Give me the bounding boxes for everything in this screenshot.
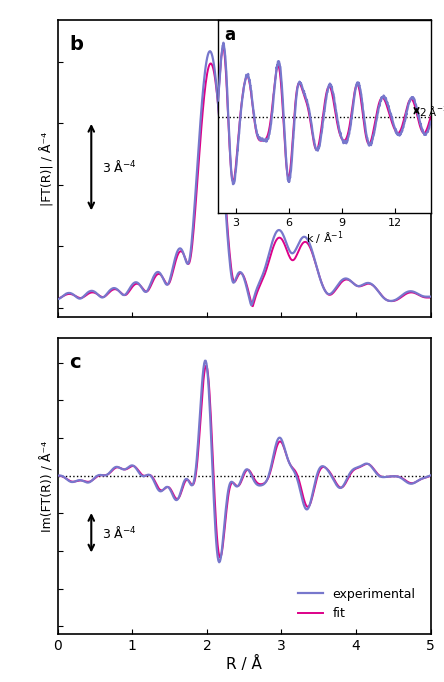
Y-axis label: Im(FT(R)) / Å⁻⁴: Im(FT(R)) / Å⁻⁴ [41,441,55,531]
Text: b: b [69,35,83,55]
Legend: experimental, fit: experimental, fit [293,583,421,625]
Text: 3 Å$^{-4}$: 3 Å$^{-4}$ [103,524,137,541]
X-axis label: R / Å: R / Å [226,656,262,672]
Y-axis label: |FT(R)| / Å⁻⁴: |FT(R)| / Å⁻⁴ [40,132,55,206]
Text: c: c [69,353,80,372]
Text: 3 Å$^{-4}$: 3 Å$^{-4}$ [103,159,137,175]
